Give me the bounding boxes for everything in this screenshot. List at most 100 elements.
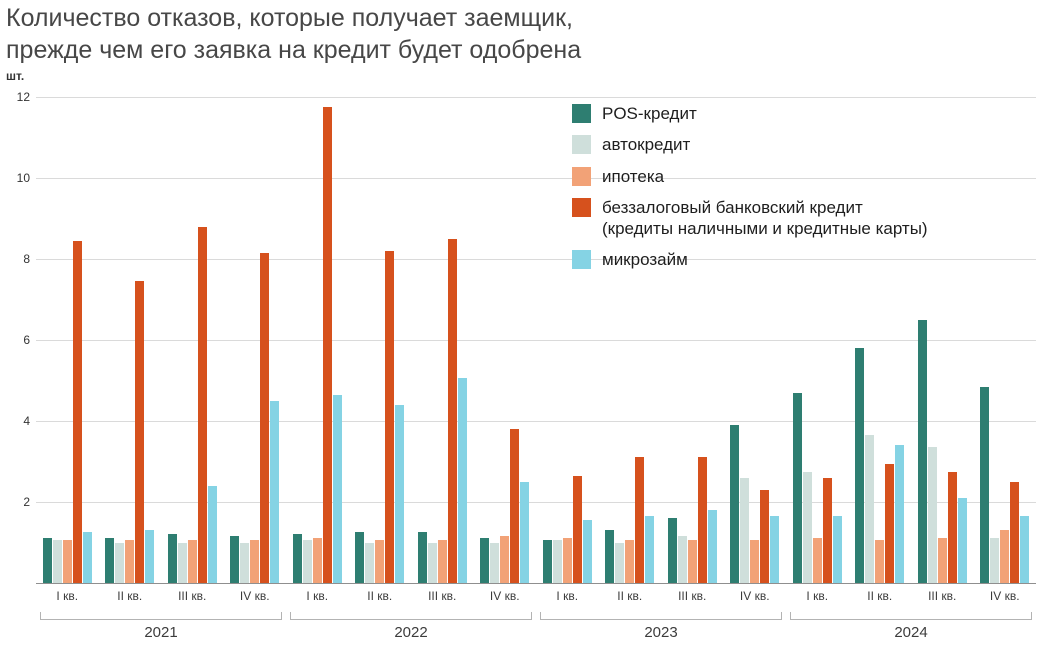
x-axis-tick-label: III кв. [428,589,457,603]
bar [240,542,250,583]
bar [375,540,385,583]
legend-swatch [572,197,591,217]
year-group: 2024 [786,612,1036,641]
bar [135,281,145,583]
year-label: 2021 [144,624,178,641]
gridline [36,340,1036,341]
bar-group [411,97,474,583]
bar [385,250,395,583]
gridline [36,178,1036,179]
bar-groups [36,97,1036,583]
bar [832,516,842,583]
bar-group [849,97,912,583]
legend-label: микрозайм [602,250,688,270]
x-axis-tick-label: II кв. [867,589,893,603]
bar [332,394,342,583]
x-axis-tick-label: III кв. [928,589,957,603]
year-label: 2023 [644,624,678,641]
legend-label: ипотека [602,166,665,186]
bar [312,538,322,583]
bar [750,540,760,583]
bar [615,542,625,583]
chart-title-line1: Количество отказов, которые получает зае… [6,4,573,32]
bar [490,542,500,583]
bar [990,538,1000,583]
bar [687,540,697,583]
bar [447,238,457,583]
bar [875,540,885,583]
bar [552,540,562,583]
bar-group [224,97,287,583]
legend-sublabel: (кредиты наличными и кредитные карты) [602,219,928,238]
bar [177,542,187,583]
bar-group [911,97,974,583]
gridline [36,502,1036,503]
bar [635,457,645,583]
legend-label: POS-кредит [602,104,697,123]
bar [510,429,520,583]
chart-title: Количество отказов, которые получает зае… [6,2,581,66]
year-group: 2022 [286,612,536,641]
x-axis-tick-label: IV кв. [989,589,1020,603]
bar-group [286,97,349,583]
bar [865,435,875,583]
bar [480,538,490,583]
bar [437,540,447,583]
x-axis-line [36,583,1036,584]
year-label: 2022 [394,624,428,641]
bar-group [661,97,724,583]
y-axis-tick-label: 12 [16,90,30,104]
year-bracket [540,612,782,620]
bar [645,516,655,583]
bar-group [161,97,224,583]
bar [605,530,615,583]
bar [730,425,740,583]
bar [230,536,240,583]
y-axis-tick-label: 2 [23,495,30,509]
bar [802,471,812,583]
legend-swatch [572,166,591,186]
x-axis-tick-label: II кв. [617,589,643,603]
bar [42,538,52,583]
bar [822,477,832,583]
bar [885,463,895,583]
bar [1020,516,1030,583]
x-axis-tick-label: I кв. [56,589,79,603]
year-bracket [790,612,1032,620]
x-axis-tick-label: I кв. [806,589,829,603]
bar [197,226,207,583]
bar [542,540,552,583]
x-axis-tick-label: III кв. [678,589,707,603]
bar [957,497,967,583]
bar [812,538,822,583]
bar [105,538,115,583]
legend-item: автокредит [572,134,928,155]
bar [500,536,510,583]
legend-item: ипотека [572,166,928,187]
bar [625,540,635,583]
bar [125,540,135,583]
bar [292,534,302,583]
legend: POS-кредит автокредит ипотека беззалоговый … [572,103,928,281]
bar-group [786,97,849,583]
bar [770,516,780,583]
bar [667,518,677,583]
gridline [36,259,1036,260]
bar [355,532,365,583]
bar [302,540,312,583]
bar [187,540,197,583]
y-axis-tick-label: 4 [23,414,30,428]
year-group: 2021 [36,612,286,641]
bar-group [36,97,99,583]
bar [562,538,572,583]
bar [365,542,375,583]
y-axis-tick-label: 6 [23,333,30,347]
bar [937,538,947,583]
y-axis-tick-label: 8 [23,252,30,266]
x-axis-tick-label: II кв. [117,589,143,603]
legend-item: микрозайм [572,249,928,270]
bar-group [536,97,599,583]
chart-title-line2: прежде чем его заявка на кредит будет од… [6,36,582,64]
bar [260,252,270,583]
